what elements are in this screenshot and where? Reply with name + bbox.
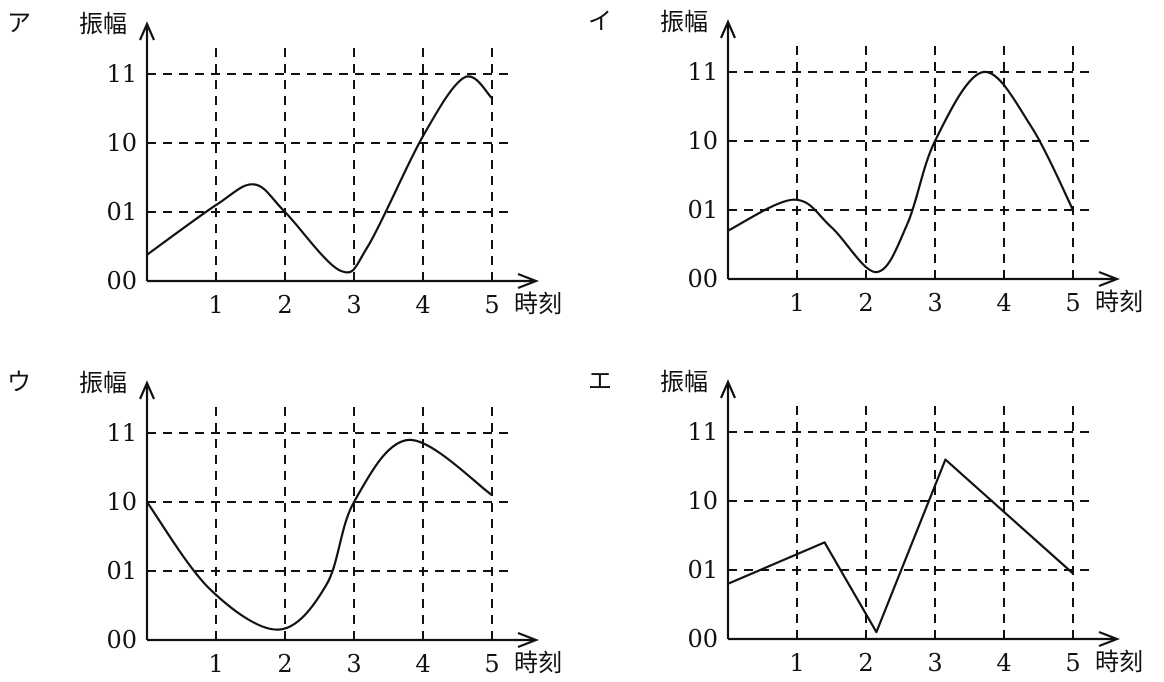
y-axis-label: 振幅: [79, 369, 127, 397]
x-axis-arrow-icon: [1098, 630, 1121, 648]
y-axis-arrow-icon: [719, 379, 737, 399]
y-tick-label: 01: [687, 556, 718, 584]
x-tick-label: 4: [415, 291, 430, 319]
x-tick-label: 1: [789, 289, 804, 317]
x-tick-label: 2: [277, 650, 292, 678]
x-tick-label: 5: [1065, 289, 1080, 317]
x-tick-label: 5: [484, 650, 499, 678]
x-tick-label: 1: [208, 650, 223, 678]
x-tick-label: 3: [346, 650, 361, 678]
y-axis-label: 振幅: [660, 368, 708, 396]
y-tick-label: 01: [106, 557, 137, 585]
series-line: [727, 70, 1074, 274]
x-tick-label: 4: [415, 650, 430, 678]
x-tick-label: 3: [346, 291, 361, 319]
x-axis-arrow-icon: [517, 272, 540, 290]
series-line: [146, 438, 493, 631]
y-axis-label: 振幅: [660, 8, 708, 36]
x-axis-label: 時刻: [514, 290, 562, 318]
x-tick-label: 3: [927, 649, 942, 677]
panel-label: イ: [588, 7, 612, 35]
x-tick-label: 4: [996, 289, 1011, 317]
y-tick-label: 10: [106, 129, 137, 157]
y-tick-label: 10: [687, 127, 718, 155]
y-tick-label: 00: [106, 267, 137, 295]
y-tick-label: 01: [106, 198, 137, 226]
x-axis-label: 時刻: [1095, 288, 1143, 316]
y-axis-arrow-icon: [719, 19, 737, 39]
panel-label: ア: [7, 9, 31, 37]
y-tick-label: 11: [106, 60, 137, 88]
x-tick-label: 2: [277, 291, 292, 319]
series-line: [727, 458, 1074, 634]
y-tick-label: 00: [687, 625, 718, 653]
series-line: [146, 75, 493, 274]
panel-label: ウ: [7, 368, 31, 396]
x-axis-label: 時刻: [1095, 648, 1143, 676]
y-tick-label: 00: [687, 265, 718, 293]
y-tick-label: 00: [106, 626, 137, 654]
x-tick-label: 4: [996, 649, 1011, 677]
y-tick-label: 11: [687, 418, 718, 446]
chart-panel: ウ振幅000110111 2 3 4 5 時刻: [7, 368, 562, 678]
y-axis-label: 振幅: [79, 10, 127, 38]
x-axis-arrow-icon: [517, 631, 540, 649]
chart-panel: エ振幅000110111 2 3 4 5 時刻: [588, 367, 1143, 677]
y-tick-label: 01: [687, 196, 718, 224]
chart-panel: ア振幅000110111 2 3 4 5 時刻: [7, 9, 562, 319]
x-tick-label: 2: [858, 649, 873, 677]
panel-label: エ: [588, 367, 612, 395]
x-tick-label: 3: [927, 289, 942, 317]
x-axis-label: 時刻: [514, 649, 562, 677]
x-tick-label: 1: [789, 649, 804, 677]
chart-panel: イ振幅000110111 2 3 4 5 時刻: [588, 7, 1143, 317]
x-axis-arrow-icon: [1098, 270, 1121, 288]
x-tick-label: 5: [1065, 649, 1080, 677]
y-tick-label: 10: [106, 488, 137, 516]
x-tick-label: 2: [858, 289, 873, 317]
y-tick-label: 10: [687, 487, 718, 515]
y-axis-arrow-icon: [138, 380, 156, 400]
x-tick-label: 1: [208, 291, 223, 319]
y-tick-label: 11: [687, 58, 718, 86]
x-tick-label: 5: [484, 291, 499, 319]
y-tick-label: 11: [106, 419, 137, 447]
y-axis-arrow-icon: [138, 21, 156, 41]
